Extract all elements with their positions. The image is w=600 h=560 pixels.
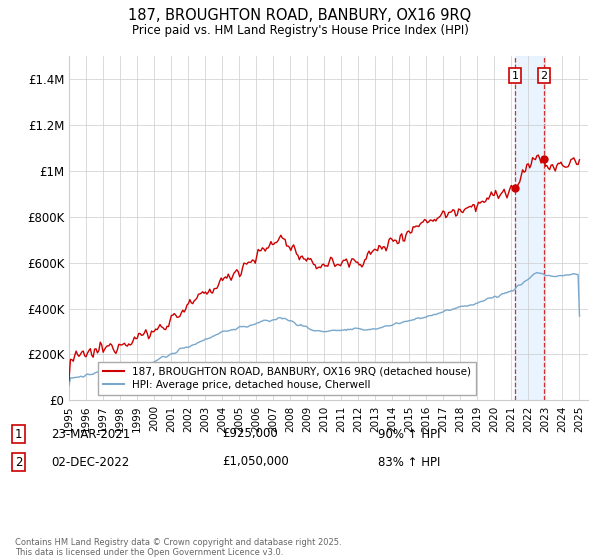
Text: 1: 1 bbox=[15, 427, 23, 441]
Text: £925,000: £925,000 bbox=[222, 427, 278, 441]
Text: 23-MAR-2021: 23-MAR-2021 bbox=[51, 427, 130, 441]
Text: £1,050,000: £1,050,000 bbox=[222, 455, 289, 469]
Text: Contains HM Land Registry data © Crown copyright and database right 2025.
This d: Contains HM Land Registry data © Crown c… bbox=[15, 538, 341, 557]
Text: 2: 2 bbox=[541, 71, 548, 81]
Text: 90% ↑ HPI: 90% ↑ HPI bbox=[378, 427, 440, 441]
Text: 2: 2 bbox=[15, 455, 23, 469]
Bar bbox=[515, 56, 544, 400]
Text: 1: 1 bbox=[512, 71, 518, 81]
Legend: 187, BROUGHTON ROAD, BANBURY, OX16 9RQ (detached house), HPI: Average price, det: 187, BROUGHTON ROAD, BANBURY, OX16 9RQ (… bbox=[98, 362, 476, 395]
Text: 83% ↑ HPI: 83% ↑ HPI bbox=[378, 455, 440, 469]
Text: 187, BROUGHTON ROAD, BANBURY, OX16 9RQ: 187, BROUGHTON ROAD, BANBURY, OX16 9RQ bbox=[128, 8, 472, 24]
Text: 02-DEC-2022: 02-DEC-2022 bbox=[51, 455, 129, 469]
Text: Price paid vs. HM Land Registry's House Price Index (HPI): Price paid vs. HM Land Registry's House … bbox=[131, 24, 469, 36]
